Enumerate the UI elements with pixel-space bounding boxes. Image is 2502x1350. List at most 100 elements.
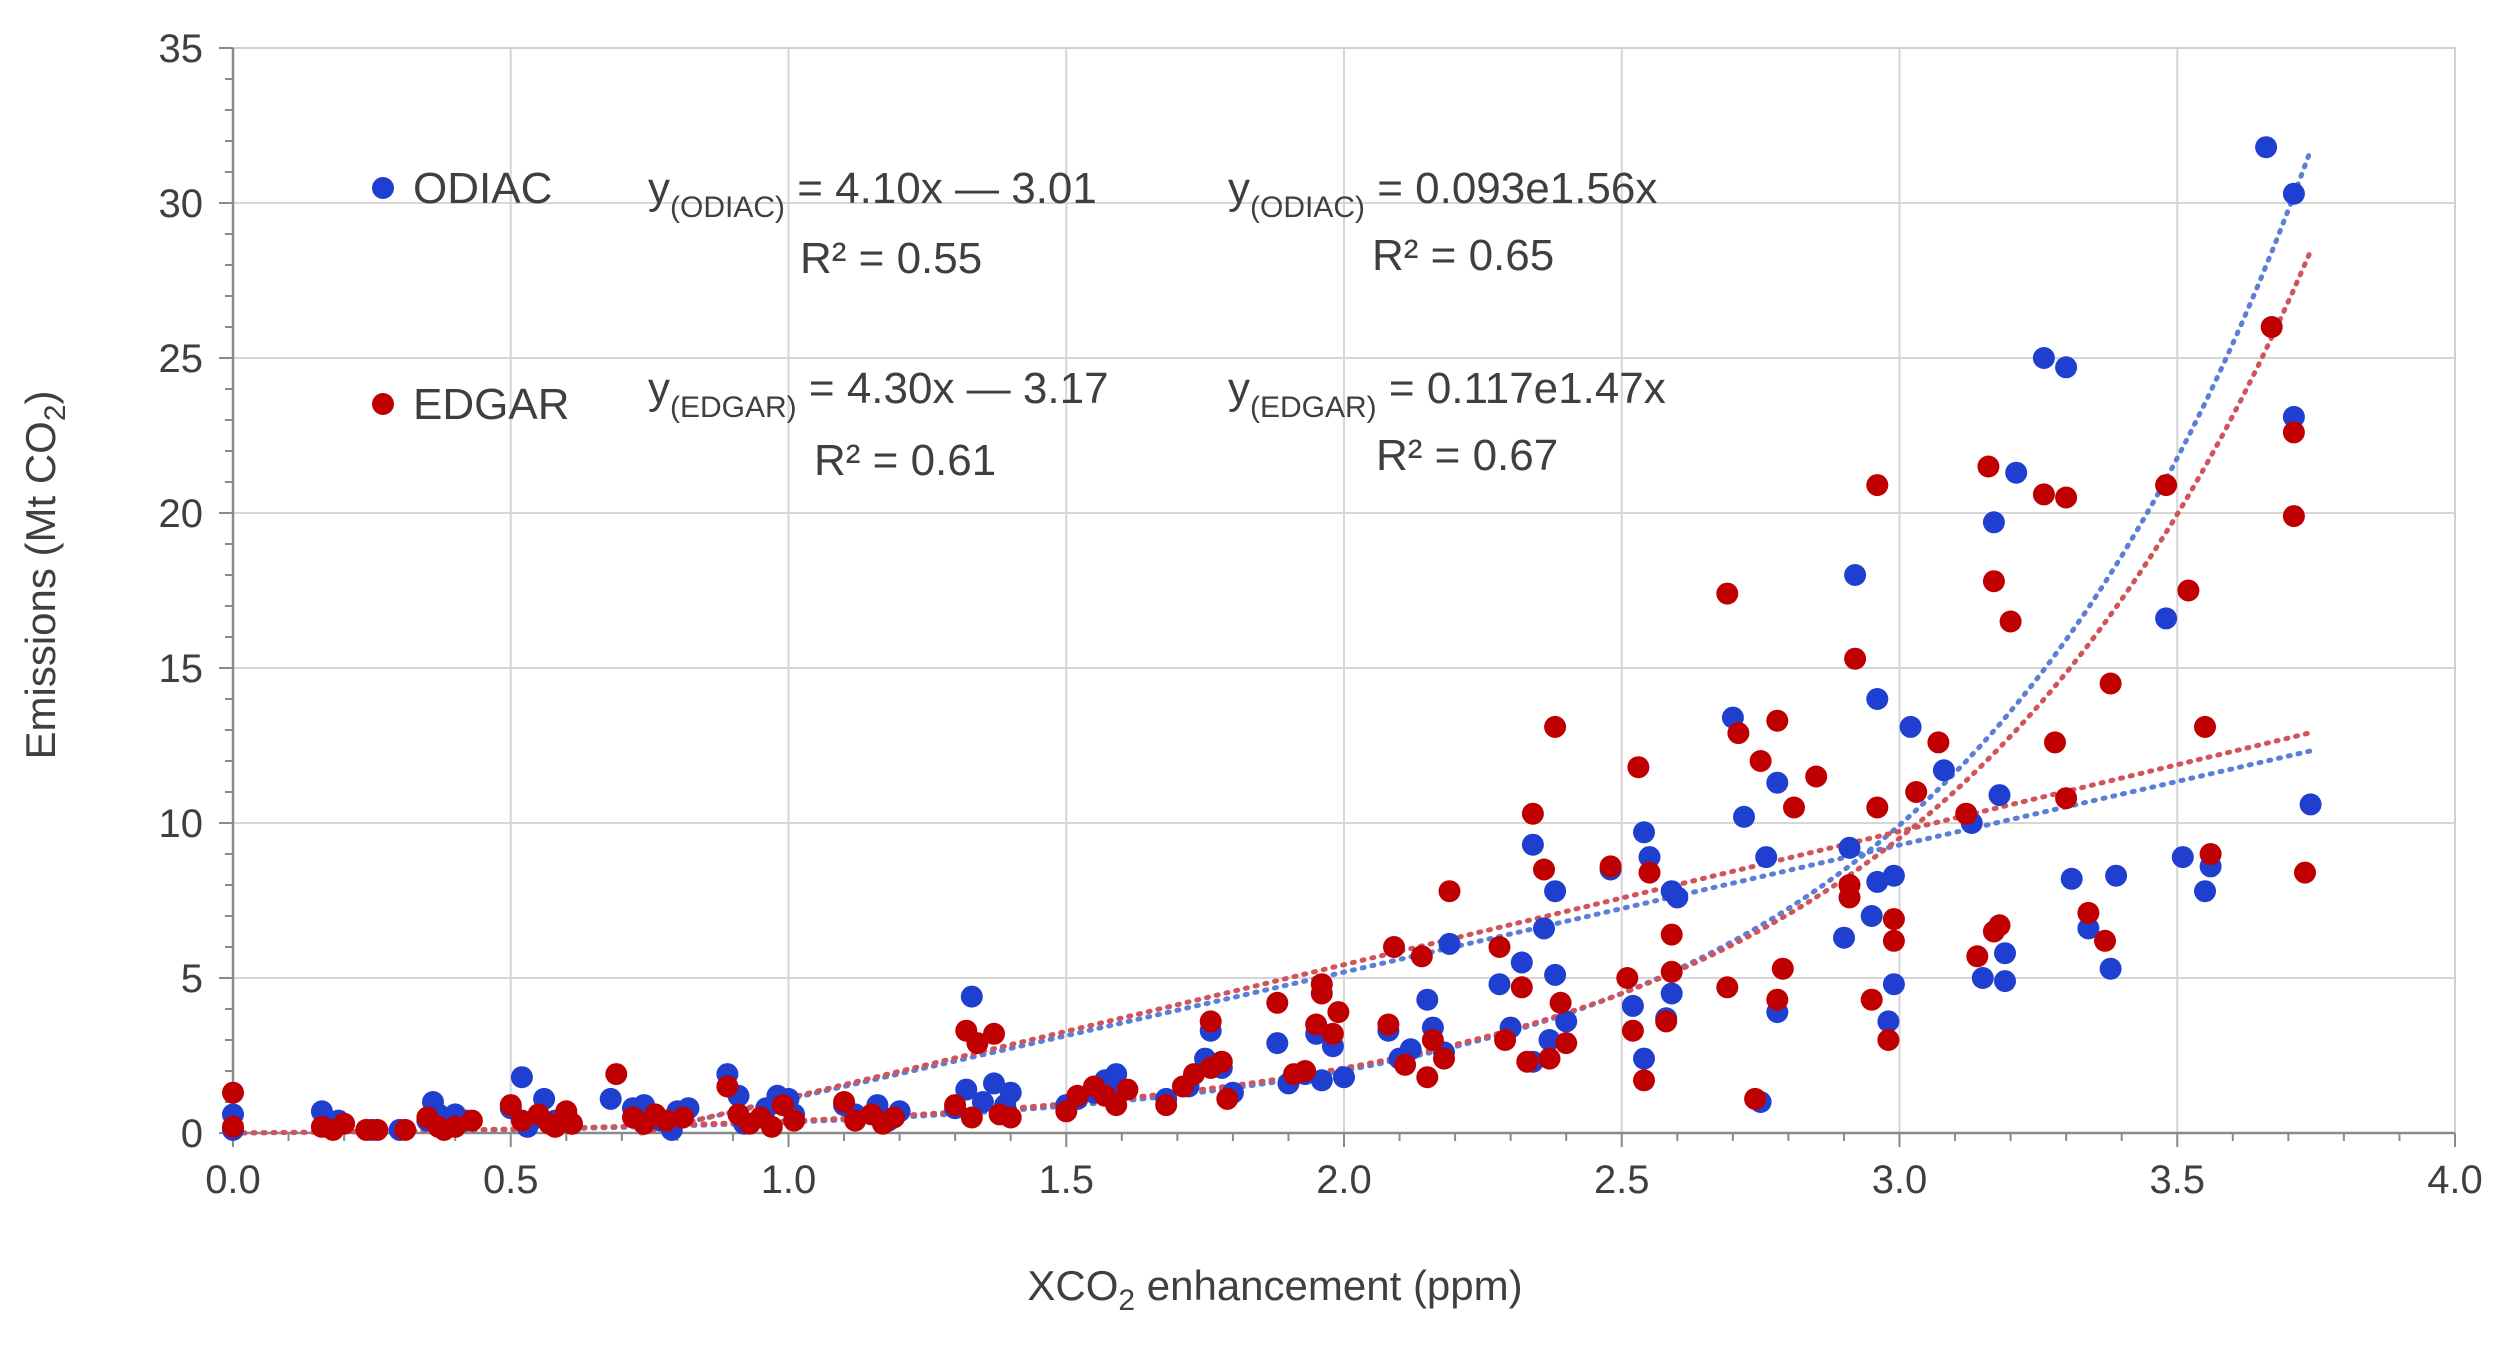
y-tick-label: 0 [181,1112,203,1156]
point-edgar [394,1118,417,1141]
annotation-odiac-linear-r2: R² = 0.55 [800,234,982,283]
point-edgar [1805,765,1828,788]
point-edgar [1882,929,1905,952]
point-edgar [1216,1087,1239,1110]
point-edgar [2282,421,2305,444]
point-odiac [1882,864,1905,887]
point-edgar [1521,802,1544,825]
point-odiac [1544,880,1567,903]
point-edgar [1416,1066,1439,1089]
point-odiac [1633,1047,1655,1070]
y-axis-title: Emissions (Mt CO2) [17,390,72,759]
point-odiac [1660,982,1683,1005]
point-odiac [1866,688,1889,710]
point-edgar [2055,787,2078,810]
point-edgar [1905,781,1928,803]
point-edgar [605,1063,628,1086]
y-tick-label: 25 [159,337,204,381]
point-odiac [1638,846,1661,869]
legend-marker-odiac [372,177,394,199]
legend-marker-edgar [372,393,394,415]
annotation-odiac-linear-equation: y(ODIAC) = 4.10x — 3.01 [648,164,1097,224]
point-edgar [944,1094,967,1117]
y-tick-label: 5 [181,957,203,1001]
x-tick-label: 0.0 [205,1158,261,1202]
point-odiac [955,1078,978,1101]
point-odiac [971,1091,994,1113]
exp-trendline-odiac [230,147,2314,1136]
point-edgar [1421,1029,1444,1051]
point-odiac [1621,994,1644,1017]
point-edgar [1294,1060,1317,1082]
point-odiac [1833,926,1855,949]
point-edgar [1555,1032,1578,1055]
point-edgar [1183,1063,1205,1086]
point-odiac [1982,511,2005,534]
point-edgar [1383,936,1405,958]
point-edgar [960,1106,983,1129]
point-edgar [1955,802,1978,825]
point-edgar [1866,474,1889,497]
point-odiac [1510,951,1533,974]
point-edgar [1199,1010,1222,1033]
point-edgar [333,1112,356,1135]
exp-trendline-edgar [230,248,2314,1136]
point-odiac [2105,864,2128,887]
linear-trendline-edgar [640,730,2314,1136]
point-odiac [1994,942,2016,965]
point-edgar [1716,976,1739,999]
point-odiac [1538,1029,1561,1051]
point-edgar [1488,936,1511,958]
data-points [222,136,2322,1141]
point-edgar [1844,647,1867,670]
point-edgar [1860,988,1883,1011]
point-edgar [1655,1010,1678,1033]
point-edgar [499,1094,522,1117]
point-odiac [1971,967,1994,989]
point-edgar [783,1109,806,1132]
point-edgar [1927,731,1950,754]
point-edgar [1155,1094,1178,1117]
point-edgar [2260,316,2283,338]
x-tick-label: 2.0 [1316,1158,1372,1202]
point-odiac [2282,182,2305,205]
point-edgar [1116,1078,1139,1101]
point-edgar [1394,1053,1417,1076]
point-odiac [1555,1010,1578,1033]
point-edgar [1321,1022,1344,1045]
x-axis-title: XCO2 enhancement (ppm) [1027,1262,1522,1317]
legend-label-odiac: ODIAC [413,164,552,213]
point-edgar [2282,505,2305,528]
point-edgar [1621,1019,1644,1042]
x-tick-label: 0.5 [483,1158,539,1202]
annotation-edgar-exp-equation: y(EDGAR) = 0.117e1.47x [1228,364,1666,424]
point-edgar [222,1115,244,1138]
point-odiac [1866,870,1889,893]
point-odiac [1266,1032,1289,1055]
point-edgar [983,1022,1005,1045]
point-edgar [1783,796,1805,819]
point-edgar [1538,1047,1561,1070]
point-odiac [1310,1069,1333,1092]
point-odiac [1533,917,1555,940]
point-odiac [2299,793,2322,816]
point-edgar [1510,976,1533,999]
point-edgar [883,1106,905,1129]
legend-label-edgar: EDGAR [413,380,569,429]
point-edgar [460,1109,483,1132]
point-edgar [1438,880,1461,903]
point-odiac [1733,805,1755,828]
point-edgar [716,1075,739,1098]
point-edgar [1266,991,1289,1014]
point-edgar [1055,1100,1078,1123]
point-edgar [966,1032,989,1055]
point-edgar [1749,750,1772,772]
point-odiac [1988,784,2011,807]
point-edgar [1716,582,1739,605]
point-odiac [2194,880,2216,903]
point-edgar [1838,886,1861,909]
x-tick-labels: 0.0 0.5 1.0 1.5 2.0 2.5 3.0 3.5 4.0 [205,1158,2483,1202]
point-edgar [1999,610,2022,633]
x-tick-label: 3.5 [2149,1158,2205,1202]
